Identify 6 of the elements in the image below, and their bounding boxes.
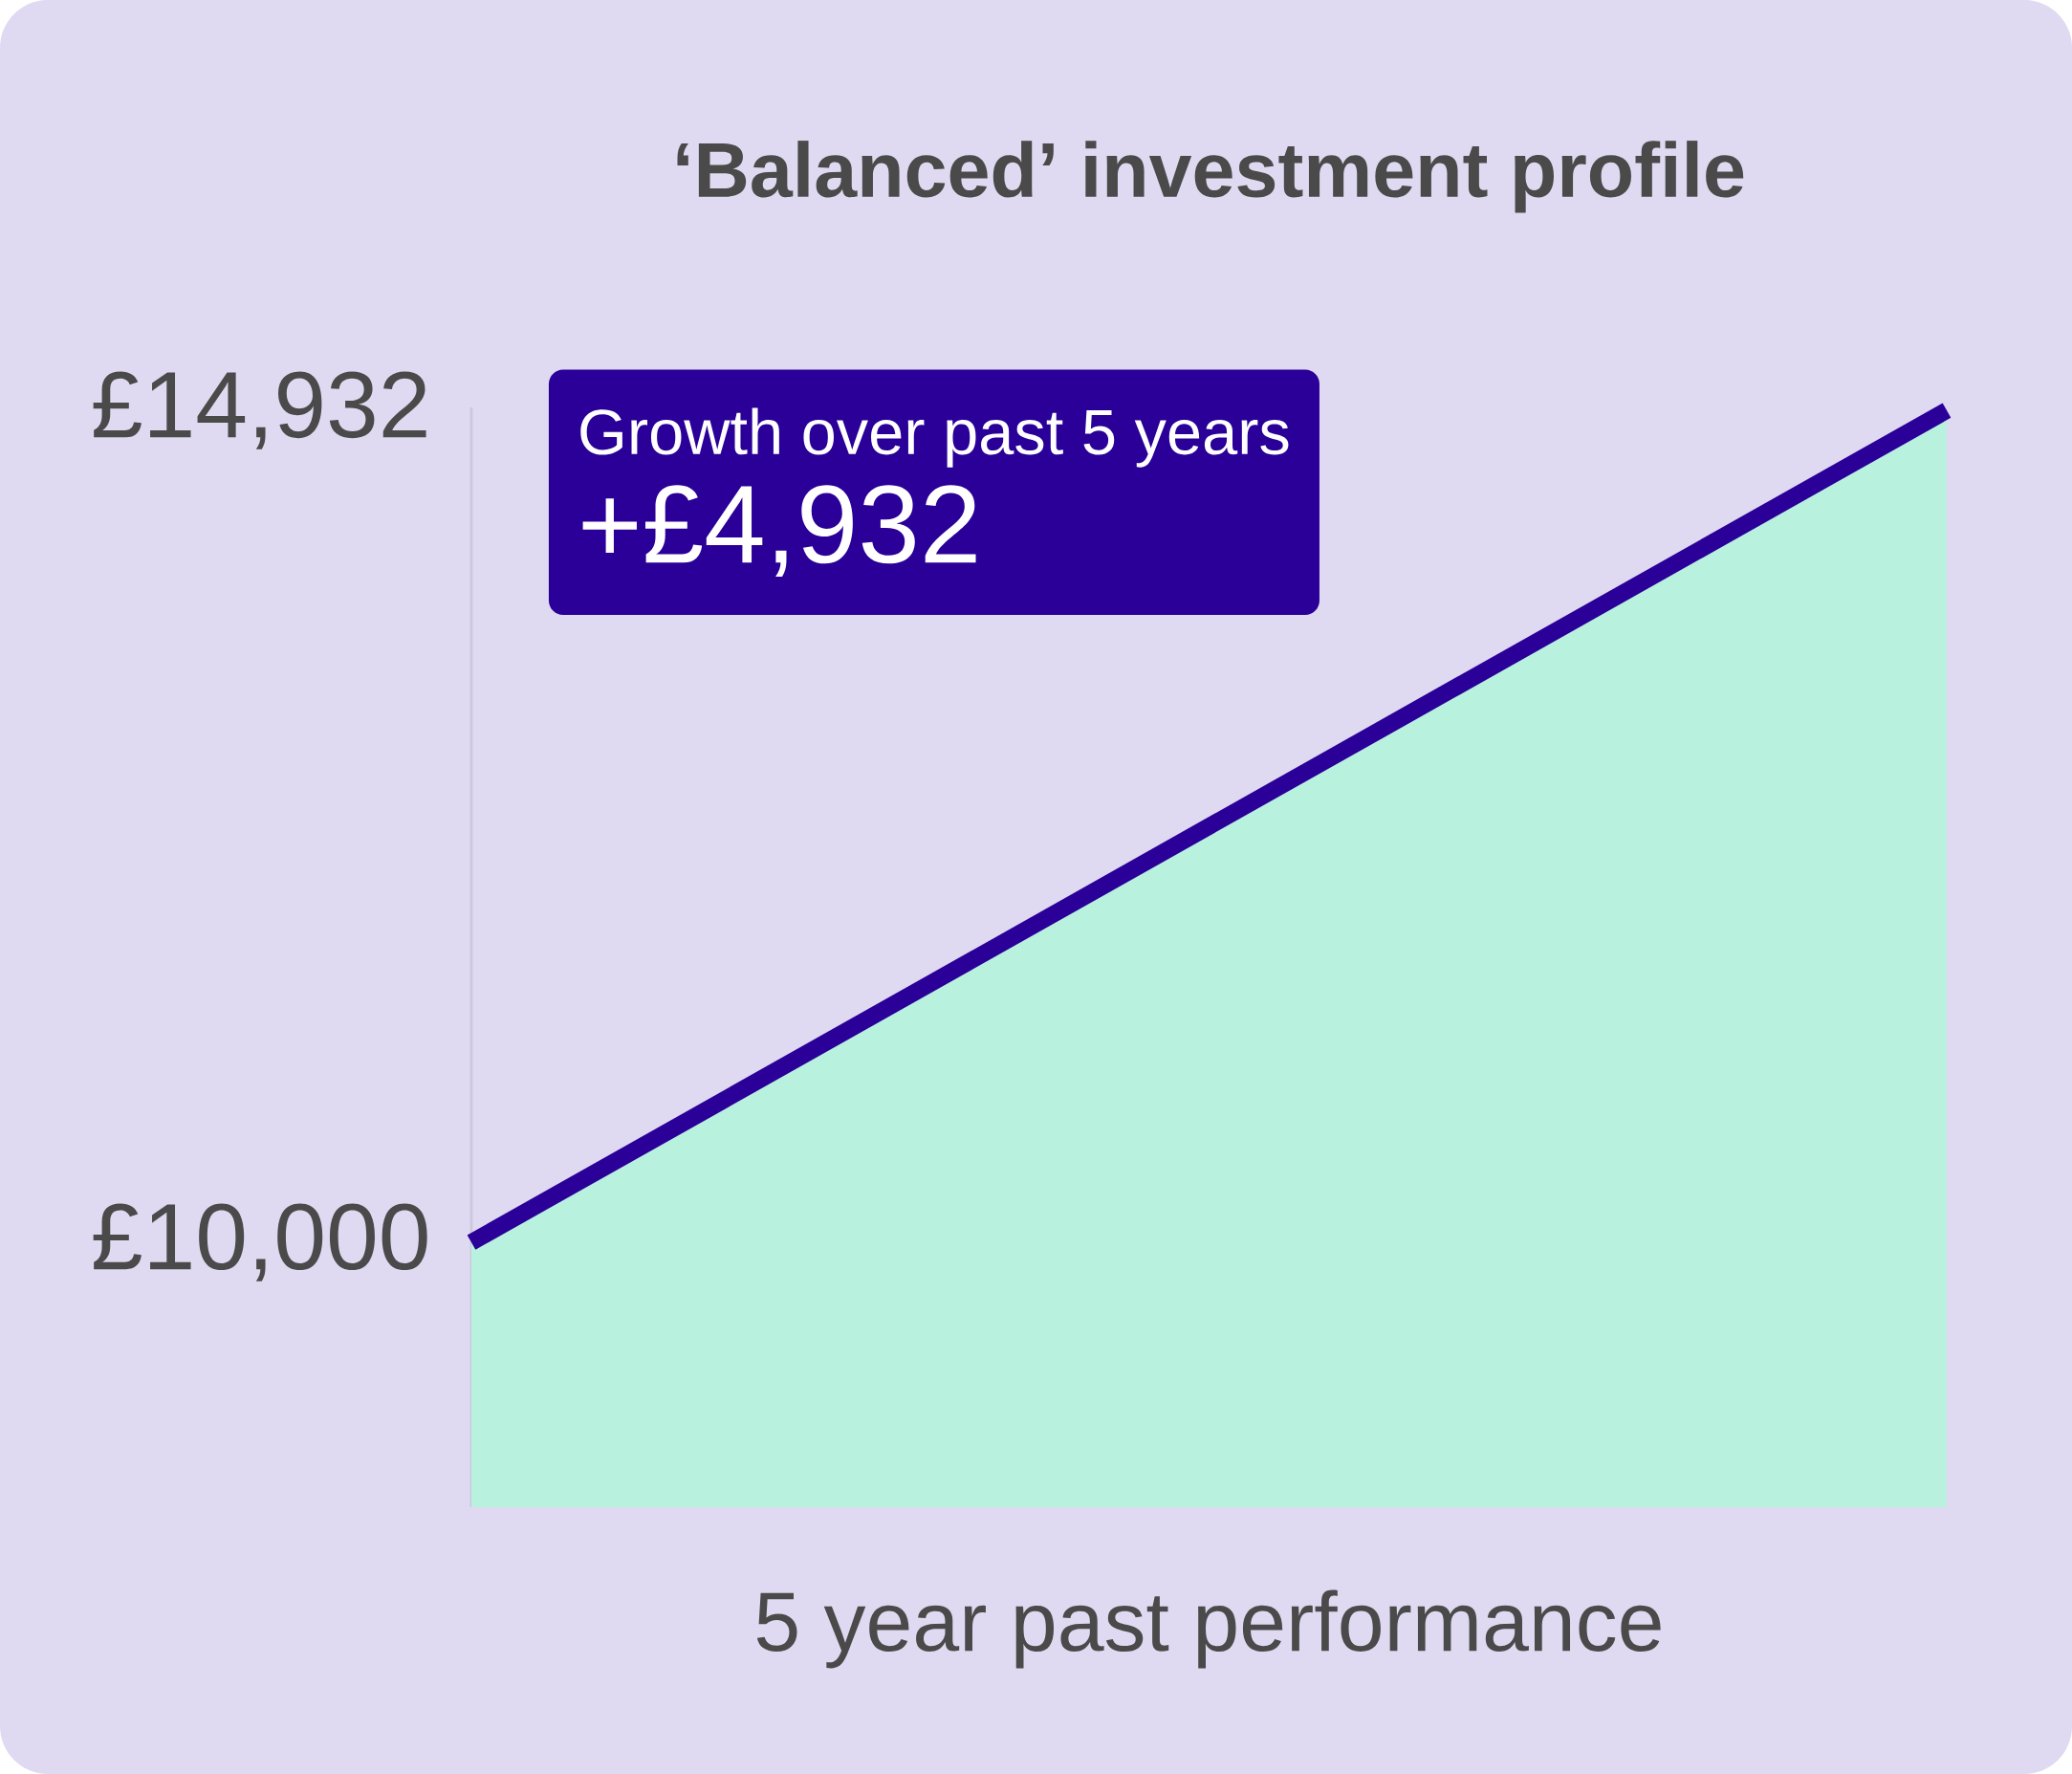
chart-title: ‘Balanced’ investment profile (677, 141, 1744, 213)
y-tick-label: £10,000 (93, 1203, 427, 1281)
x-axis-title: 5 year past performance (756, 1589, 1661, 1669)
annotation: Growth over past 5 years (580, 407, 1289, 468)
y-tick-label: £14,932 (93, 371, 426, 449)
annotation: +£4,932 (582, 485, 976, 578)
